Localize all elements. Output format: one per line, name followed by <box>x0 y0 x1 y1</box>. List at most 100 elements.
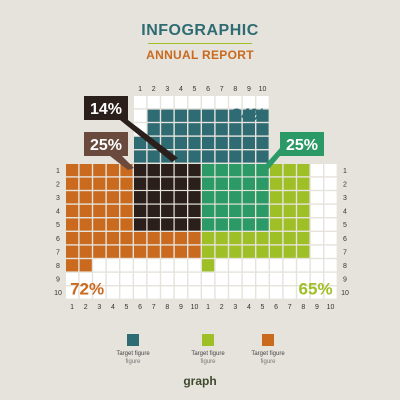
right-grid-cell <box>283 204 296 217</box>
top-grid-cell <box>256 96 269 109</box>
left-grid-cell <box>79 272 92 285</box>
right-grid-cell <box>270 177 283 190</box>
callout-25-left-label: 25% <box>90 137 122 154</box>
right-grid-cell <box>310 286 323 299</box>
legend-item-label: Target figure figure <box>98 350 168 366</box>
top-grid-cell <box>134 204 147 217</box>
right-grid-cell <box>324 245 337 258</box>
left-grid-cell <box>106 164 119 177</box>
top-grid-cell <box>229 177 242 190</box>
left-y-tick-label: 4 <box>56 209 60 216</box>
legend-item-label: Target figure figure <box>173 350 243 366</box>
top-x-tick-label: 7 <box>220 86 224 93</box>
right-grid-cell <box>324 191 337 204</box>
left-grid-cell <box>161 245 174 258</box>
top-grid-cell <box>215 123 228 136</box>
top-grid-cell <box>147 150 160 163</box>
top-grid-cell <box>147 204 160 217</box>
bottom-left-x-tick-label: 7 <box>152 304 156 311</box>
top-grid-cell <box>202 150 215 163</box>
right-grid-cell <box>215 259 228 272</box>
top-grid-cell <box>215 164 228 177</box>
bottom-right-x-tick-label: 6 <box>274 304 278 311</box>
top-grid-cell <box>147 96 160 109</box>
left-grid-cell <box>93 232 106 245</box>
left-grid-cell <box>66 218 79 231</box>
left-grid-cell <box>161 259 174 272</box>
right-grid-cell <box>229 232 242 245</box>
left-grid-cell <box>66 232 79 245</box>
right-y-tick-label: 3 <box>343 195 347 202</box>
right-grid-cell <box>242 232 255 245</box>
left-grid-cell <box>66 191 79 204</box>
legend-item-title: Target figure <box>116 351 150 357</box>
right-grid-cell <box>283 259 296 272</box>
left-grid-cell <box>120 191 133 204</box>
top-x-tick-label: 3 <box>165 86 169 93</box>
right-grid-cell <box>270 232 283 245</box>
top-grid-cell <box>229 136 242 149</box>
bottom-right-x-tick-label: 7 <box>288 304 292 311</box>
top-grid-cell <box>256 136 269 149</box>
top-grid-cell <box>161 191 174 204</box>
right-y-tick-label: 4 <box>343 209 347 216</box>
top-grid-cell <box>174 136 187 149</box>
left-grid-cell <box>147 272 160 285</box>
right-grid-cell <box>229 272 242 285</box>
right-grid-cell <box>324 259 337 272</box>
right-grid-cell <box>242 286 255 299</box>
top-grid-cell <box>242 150 255 163</box>
top-grid-cell <box>202 191 215 204</box>
right-grid-cell <box>283 272 296 285</box>
legend-swatch <box>262 334 274 346</box>
top-grid-cell <box>188 177 201 190</box>
legend-item-sub: figure <box>200 359 216 365</box>
top-grid-cell <box>256 150 269 163</box>
left-grid-cell <box>147 259 160 272</box>
left-grid-cell <box>79 245 92 258</box>
left-grid-cell <box>134 245 147 258</box>
left-grid-cell <box>188 232 201 245</box>
top-grid-cell <box>188 123 201 136</box>
top-grid-cell <box>147 109 160 122</box>
top-grid-cell <box>256 191 269 204</box>
top-grid-cell <box>256 123 269 136</box>
top-grid-cell <box>202 136 215 149</box>
left-grid-cell <box>79 286 92 299</box>
left-grid-cell <box>174 272 187 285</box>
right-grid-cell <box>297 259 310 272</box>
left-grid-cell <box>79 204 92 217</box>
right-grid-cell <box>270 245 283 258</box>
right-grid-cell <box>256 286 269 299</box>
top-grid-cell <box>215 136 228 149</box>
top-grid-cell <box>161 177 174 190</box>
top-grid-cell <box>229 150 242 163</box>
left-grid-cell <box>93 177 106 190</box>
top-grid-cell <box>202 218 215 231</box>
right-grid-cell <box>256 232 269 245</box>
legend-swatch <box>202 334 214 346</box>
right-y-tick-label: 10 <box>341 290 349 297</box>
left-y-tick-label: 2 <box>56 181 60 188</box>
left-grid-cell <box>106 286 119 299</box>
right-grid-cell <box>283 191 296 204</box>
right-grid-cell <box>215 245 228 258</box>
right-grid-cell <box>283 218 296 231</box>
legend-swatch <box>127 334 139 346</box>
top-grid-cell <box>229 218 242 231</box>
top-grid-cell <box>188 218 201 231</box>
right-grid-cell <box>297 177 310 190</box>
top-grid-cell <box>174 109 187 122</box>
top-grid-cell <box>147 218 160 231</box>
left-grid-cell <box>174 245 187 258</box>
left-grid-cell <box>134 286 147 299</box>
right-grid-cell <box>310 191 323 204</box>
right-grid-cell <box>297 232 310 245</box>
top-grid-cell <box>147 191 160 204</box>
right-grid-cell <box>310 204 323 217</box>
top-grid-cell <box>134 177 147 190</box>
legend-item-sub: figure <box>260 359 276 365</box>
top-x-tick-label: 9 <box>247 86 251 93</box>
callout-25-right: 25% <box>264 132 324 170</box>
left-grid-cell <box>93 191 106 204</box>
